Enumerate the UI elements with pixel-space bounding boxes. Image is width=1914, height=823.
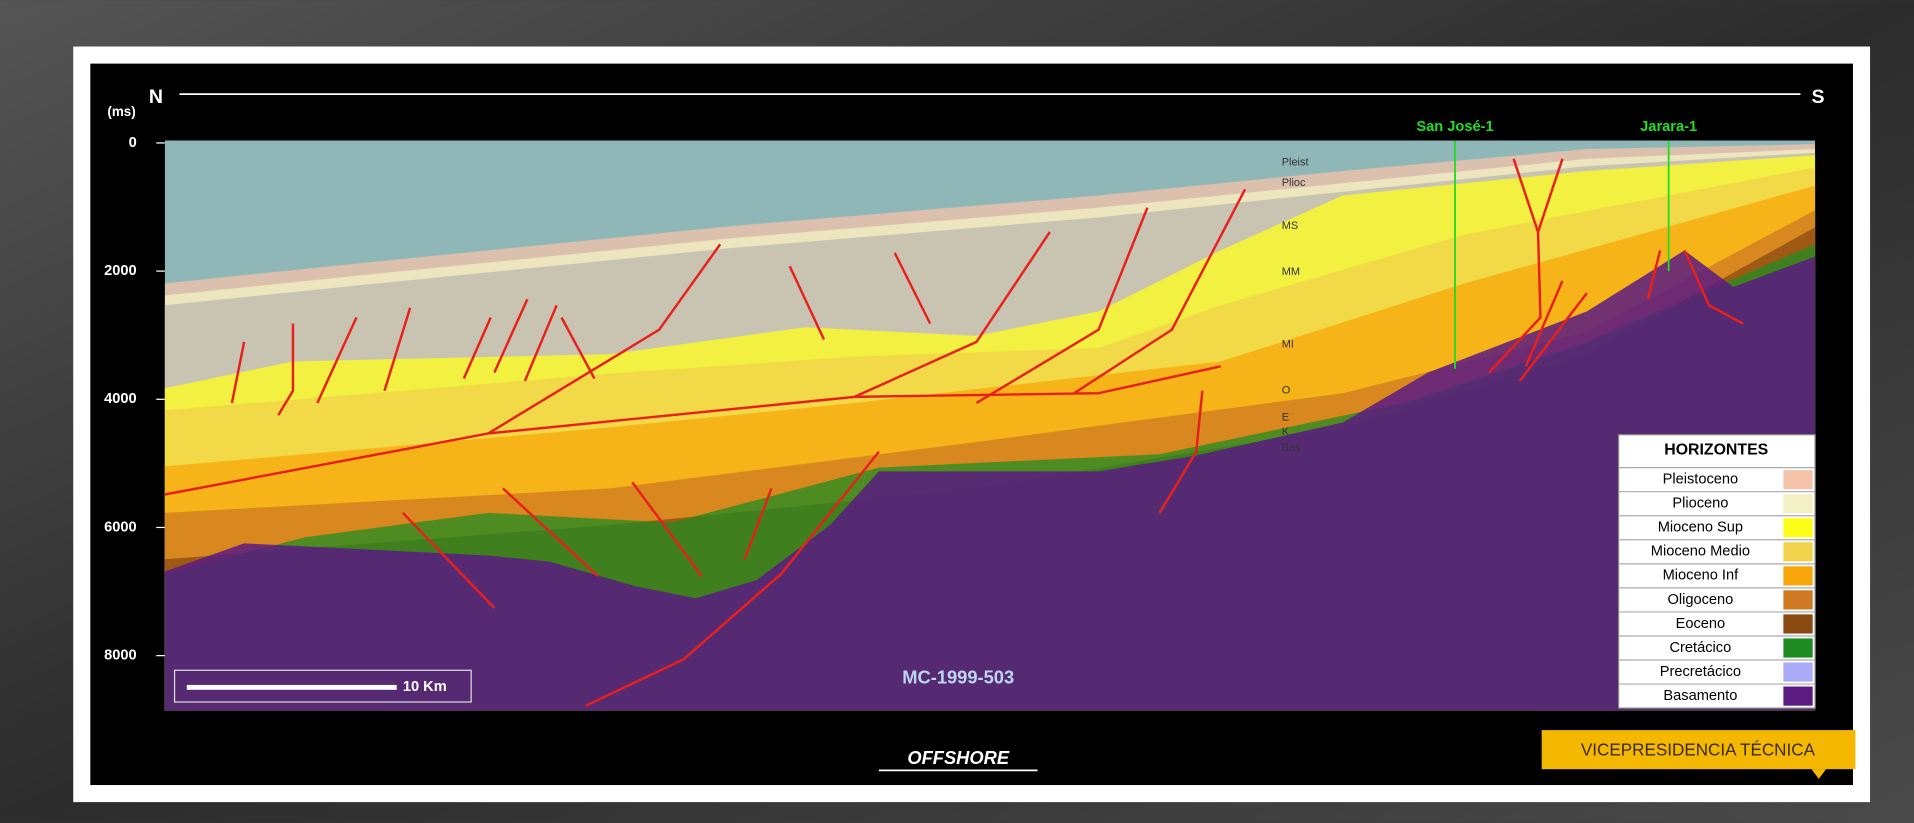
legend-label: Plioceno [1672, 496, 1728, 512]
legend-swatch [1783, 566, 1813, 586]
axis-unit: (ms) [107, 104, 135, 119]
horizon-label: K [1282, 426, 1290, 438]
legend-label: Eoceno [1676, 616, 1726, 632]
legend-label: Mioceno Inf [1663, 568, 1740, 584]
horizon-label: MM [1282, 266, 1300, 278]
horizon-label: MI [1282, 338, 1294, 350]
y-tick-label: 8000 [104, 648, 137, 664]
area-label: OFFSHORE [907, 747, 1009, 768]
legend-label: Pleistoceno [1663, 472, 1739, 488]
legend-label: Precretácico [1660, 664, 1741, 680]
legend-swatch [1783, 686, 1813, 706]
badge-pointer [1811, 769, 1827, 779]
scale-bar [186, 684, 397, 690]
legend-label: Oligoceno [1667, 592, 1733, 608]
legend-swatch [1783, 614, 1813, 634]
badge-text: VICEPRESIDENCIA TÉCNICA [1581, 740, 1816, 759]
legend-swatch [1783, 638, 1813, 658]
y-tick-label: 2000 [104, 263, 137, 279]
legend-swatch [1783, 470, 1813, 490]
legend-swatch [1783, 662, 1813, 682]
north-label: N [149, 86, 163, 108]
legend-swatch [1783, 590, 1813, 610]
scale-label: 10 Km [403, 679, 447, 695]
scale-box [173, 669, 472, 703]
horizon-label: Plioc [1282, 177, 1306, 189]
legend-swatch [1783, 518, 1813, 538]
horizon-label: Pleist [1282, 156, 1309, 168]
y-tick-label: 4000 [104, 391, 137, 407]
horizon-label: O [1282, 385, 1291, 397]
horizon-label: MS [1282, 220, 1298, 232]
well-name: San José-1 [1416, 119, 1493, 135]
basement-layer [164, 250, 1816, 711]
seismic-section [164, 140, 1816, 711]
legend-label: Cretácico [1669, 640, 1731, 656]
line-name: MC-1999-503 [902, 667, 1014, 688]
legend-title: HORIZONTES [1664, 442, 1768, 459]
legend-swatch [1783, 494, 1813, 514]
legend-label: Basamento [1663, 688, 1737, 704]
legend: HORIZONTES Pleistoceno Plioceno Mioceno Su… [1617, 434, 1816, 709]
well-name: Jarara-1 [1640, 119, 1697, 135]
y-tick-label: 0 [129, 135, 137, 151]
legend-box [1617, 434, 1816, 709]
horizon-label: E [1282, 412, 1289, 424]
south-label: S [1811, 86, 1824, 108]
badge [1541, 730, 1856, 770]
horizon-label: Bas [1282, 442, 1301, 454]
y-tick-label: 6000 [104, 519, 137, 535]
faults [164, 158, 1744, 707]
legend-label: Mioceno Medio [1651, 544, 1750, 560]
legend-swatch [1783, 542, 1813, 562]
legend-label: Mioceno Sup [1658, 520, 1743, 536]
